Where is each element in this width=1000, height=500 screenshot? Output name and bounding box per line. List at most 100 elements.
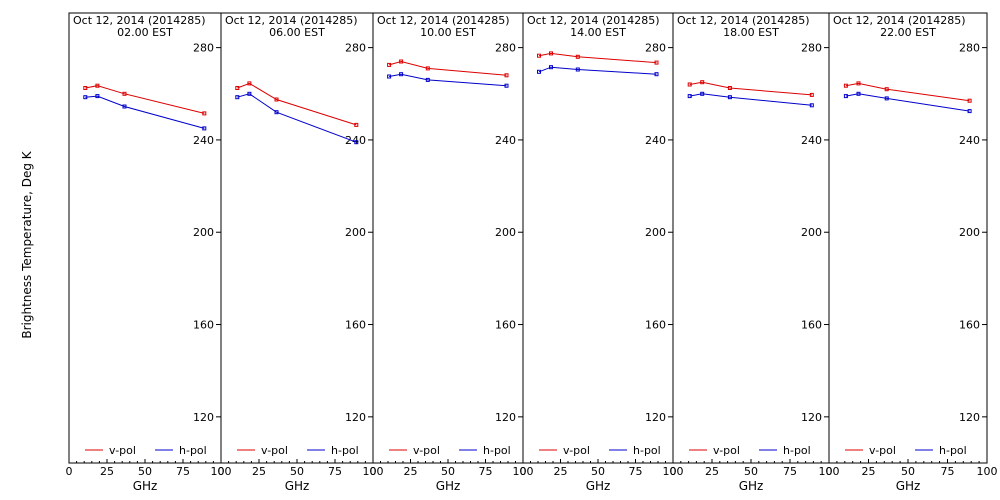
data-point [274, 110, 279, 115]
legend-label-v-pol: v-pol [869, 444, 896, 457]
y-tick-label: 120 [495, 411, 516, 424]
y-tick-label: 200 [193, 226, 214, 239]
data-point [95, 83, 100, 88]
panel-1: Oct 12, 2014 (2014285)02.00 EST 120 160 200… [66, 12, 232, 493]
y-tick-label: 240 [801, 134, 822, 147]
x-axis-label: GHz [586, 479, 611, 493]
x-tick-label: 0 [370, 465, 377, 478]
legend-label-v-pol: v-pol [713, 444, 740, 457]
data-point [727, 86, 732, 90]
x-axis-label: GHz [896, 479, 921, 493]
data-point [843, 83, 848, 88]
data-point [809, 103, 814, 108]
x-tick-label: 25 [252, 465, 266, 478]
x-tick-label: 0 [66, 465, 73, 478]
x-tick-label: 75 [783, 465, 797, 478]
series-line-h-pol [689, 93, 812, 106]
x-tick-label: 25 [554, 465, 568, 478]
x-tick-label: 0 [670, 465, 677, 478]
data-point [425, 77, 430, 82]
x-tick-label: 25 [705, 465, 719, 478]
x-tick-label: 100 [513, 465, 534, 478]
legend-label-v-pol: v-pol [261, 444, 288, 457]
y-tick-label: 120 [959, 411, 980, 424]
data-point [83, 86, 88, 90]
data-point [884, 96, 889, 101]
x-tick-label: 50 [901, 465, 915, 478]
data-point [700, 80, 705, 85]
data-point [549, 51, 553, 56]
x-tick-label: 75 [328, 465, 342, 478]
data-point [843, 94, 848, 99]
series-line-h-pol [538, 66, 657, 75]
y-tick-label: 120 [645, 411, 666, 424]
data-point [884, 87, 889, 92]
x-tick-label: 0 [218, 465, 225, 478]
y-tick-label: 200 [959, 226, 980, 239]
data-point [727, 95, 732, 100]
legend-label-h-pol: h-pol [483, 444, 511, 457]
series-line-v-pol [237, 82, 357, 126]
panel-date: Oct 12, 2014 (2014285) [527, 14, 660, 27]
x-tick-label: 25 [862, 465, 876, 478]
y-tick-label: 240 [495, 134, 516, 147]
y-tick-label: 160 [645, 319, 666, 332]
y-tick-label: 160 [345, 319, 366, 332]
legend-label-h-pol: h-pol [633, 444, 661, 457]
x-axis-label: GHz [285, 479, 310, 493]
panel-6: Oct 12, 2014 (2014285)22.00 EST 120 160 200… [826, 12, 998, 493]
data-point [504, 73, 509, 78]
x-tick-label: 75 [941, 465, 955, 478]
legend-label-h-pol: h-pol [179, 444, 207, 457]
data-point [235, 86, 240, 90]
y-tick-label: 200 [495, 226, 516, 239]
legend-label-h-pol: h-pol [331, 444, 359, 457]
series-line-v-pol [845, 82, 970, 102]
y-tick-label: 120 [345, 411, 366, 424]
y-tick-label: 200 [645, 226, 666, 239]
data-point [399, 72, 404, 77]
y-tick-label: 160 [959, 319, 980, 332]
y-tick-label: 160 [495, 319, 516, 332]
data-point [537, 69, 541, 74]
panel-date: Oct 12, 2014 (2014285) [677, 14, 810, 27]
x-tick-label: 75 [629, 465, 643, 478]
x-tick-label: 100 [663, 465, 684, 478]
series-line-v-pol [538, 52, 657, 64]
x-axis-label: GHz [133, 479, 158, 493]
y-tick-label: 280 [495, 42, 516, 55]
legend-label-v-pol: v-pol [413, 444, 440, 457]
data-point [387, 74, 392, 79]
series-line-h-pol [237, 93, 357, 143]
data-point [399, 59, 404, 64]
panel-5: Oct 12, 2014 (2014285)18.00 EST 120 160 200… [670, 12, 840, 493]
data-point [235, 95, 240, 100]
data-point [95, 94, 100, 99]
data-point [354, 140, 359, 145]
x-tick-label: 50 [441, 465, 455, 478]
x-tick-label: 0 [520, 465, 527, 478]
x-tick-label: 50 [290, 465, 304, 478]
panel-time: 06.00 EST [269, 26, 325, 39]
x-axis-label: GHz [739, 479, 764, 493]
x-axis-label: GHz [436, 479, 461, 493]
panel-time: 02.00 EST [117, 26, 173, 39]
x-tick-label: 100 [977, 465, 998, 478]
y-tick-label: 240 [645, 134, 666, 147]
data-point [654, 72, 659, 77]
y-axis-label: Brightness Temperature, Deg K [20, 150, 34, 338]
data-point [575, 67, 580, 72]
data-point [247, 91, 252, 96]
x-tick-label: 100 [211, 465, 232, 478]
panel-date: Oct 12, 2014 (2014285) [833, 14, 966, 27]
panel-time: 18.00 EST [723, 26, 779, 39]
panel-time: 22.00 EST [880, 26, 936, 39]
y-tick-label: 120 [193, 411, 214, 424]
data-point [967, 98, 972, 103]
y-tick-label: 160 [801, 319, 822, 332]
series-line-h-pol [389, 73, 507, 87]
data-point [354, 122, 359, 127]
data-point [856, 91, 861, 96]
panel-date: Oct 12, 2014 (2014285) [225, 14, 358, 27]
